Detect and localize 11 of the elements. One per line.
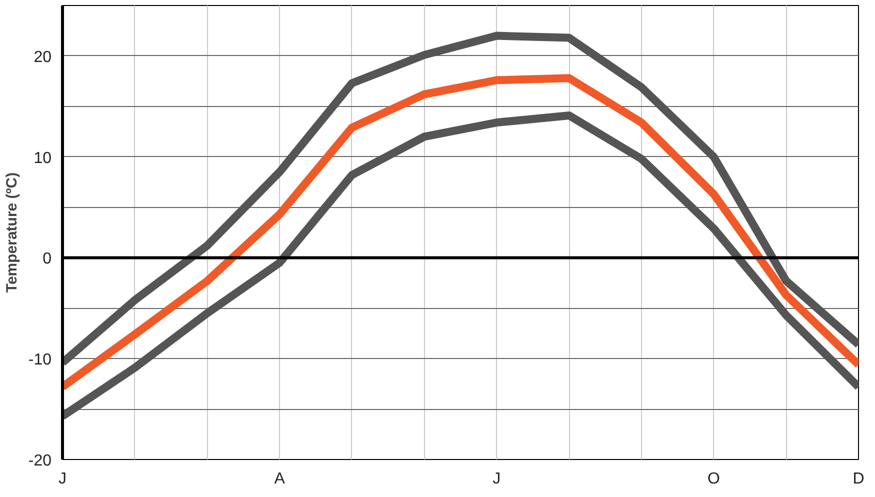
y-tick-label: -20: [28, 452, 52, 470]
x-tick-label: J: [58, 470, 66, 488]
y-tick-label: 10: [34, 150, 52, 167]
y-tick-label: 0: [42, 250, 52, 268]
x-tick-label: J: [492, 470, 501, 488]
x-tick-label: A: [274, 470, 286, 488]
x-tick-label: O: [708, 470, 720, 488]
y-tick-label: -10: [28, 352, 52, 369]
y-axis-title: Temperature (ºC): [3, 172, 20, 293]
x-tick-label: D: [852, 470, 864, 488]
y-tick-label: 20: [34, 48, 52, 66]
